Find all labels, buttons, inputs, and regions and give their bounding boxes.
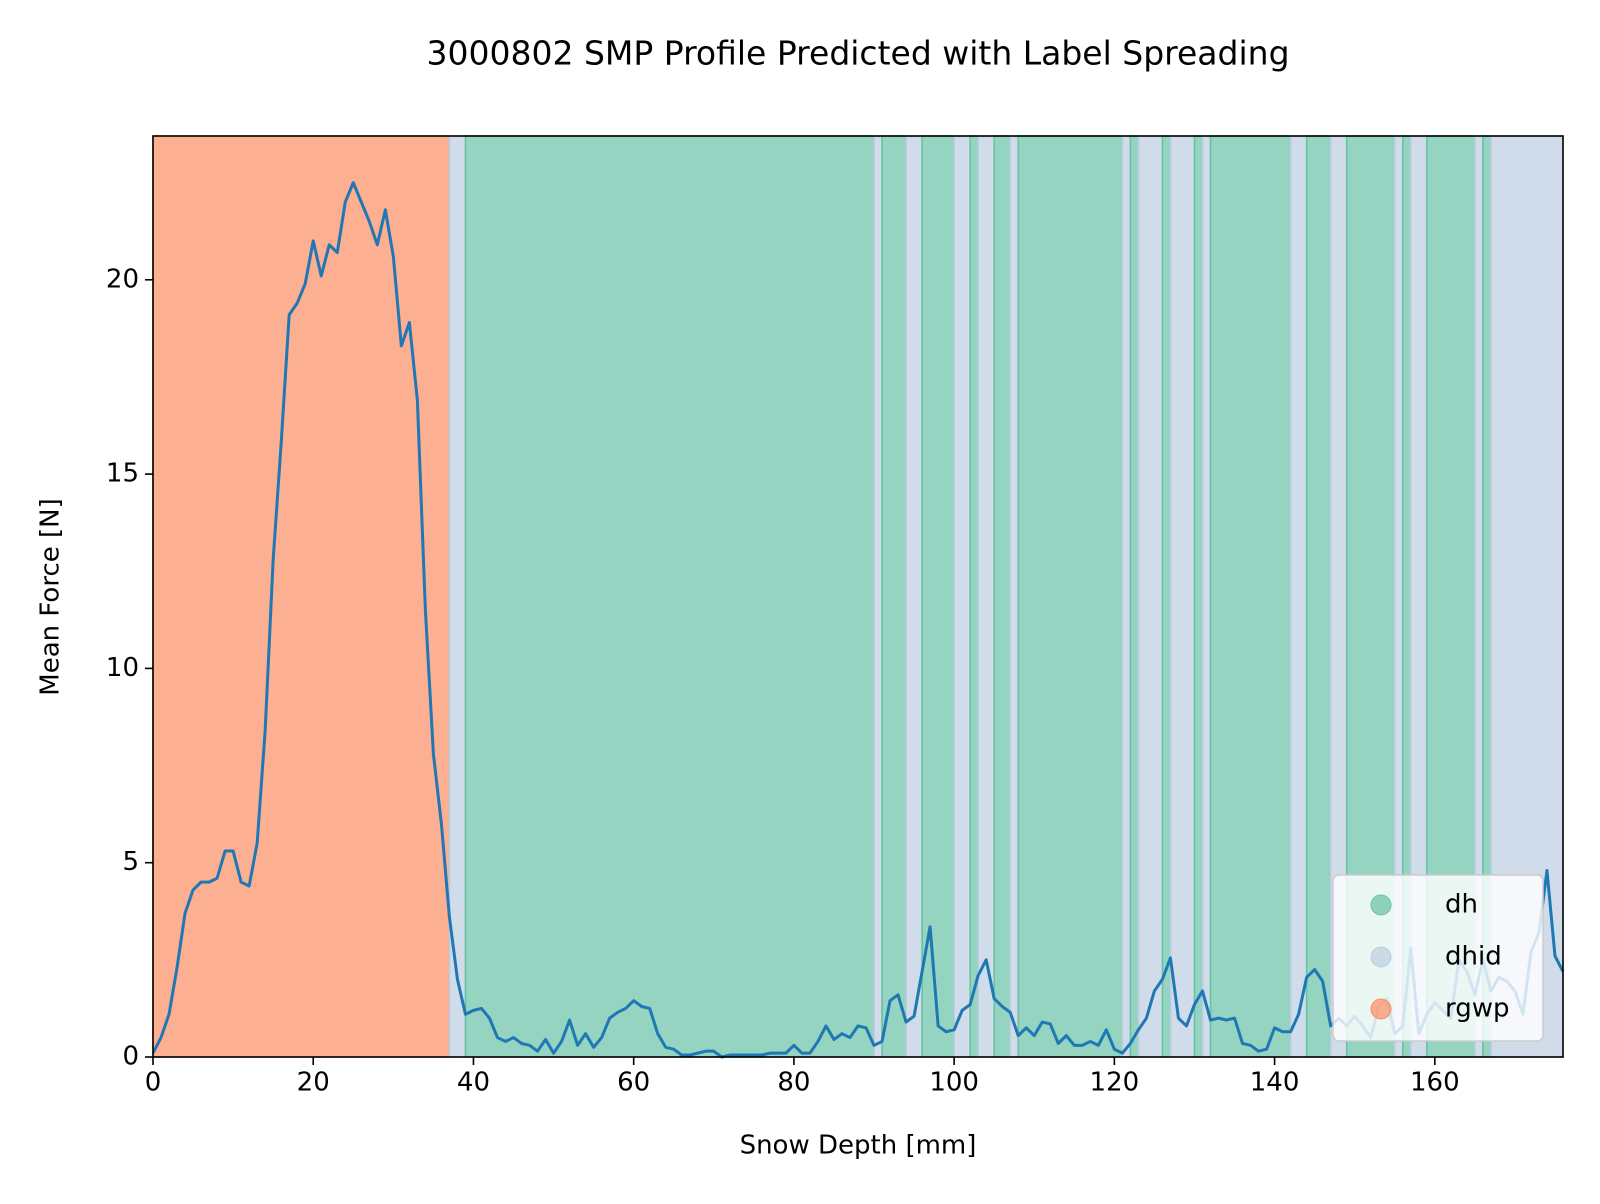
class-band (969, 135, 979, 1058)
y-tick-label: 15 (106, 459, 139, 489)
x-tick-label: 40 (457, 1068, 490, 1098)
class-band (993, 135, 1011, 1058)
class-band (953, 135, 971, 1058)
legend-box (1332, 874, 1544, 1042)
x-axis-label: Snow Depth [mm] (740, 1131, 977, 1161)
class-band (1209, 135, 1292, 1058)
x-tick-label: 160 (1410, 1068, 1460, 1098)
class-band (1305, 135, 1332, 1058)
class-band (905, 135, 923, 1058)
class-band (1201, 135, 1212, 1058)
y-axis-label: Mean Force [N] (36, 498, 66, 695)
y-tick-label: 20 (106, 264, 139, 294)
legend-label: dhid (1445, 942, 1502, 972)
legend-marker (1370, 946, 1392, 968)
class-band (448, 135, 467, 1058)
class-band (1289, 135, 1308, 1058)
x-tick-label: 100 (929, 1068, 979, 1098)
class-band (152, 135, 451, 1058)
legend-label: dh (1445, 890, 1478, 920)
x-tick-label: 140 (1250, 1068, 1300, 1098)
class-band (921, 135, 955, 1058)
class-band (464, 135, 875, 1058)
chart-title: 3000802 SMP Profile Predicted with Label… (426, 34, 1289, 73)
class-band (1161, 135, 1172, 1058)
class-band (977, 135, 995, 1058)
plot-frame (152, 135, 1564, 1058)
class-band (1129, 135, 1140, 1058)
class-band (1137, 135, 1164, 1058)
class-band (1009, 135, 1019, 1058)
class-band (1193, 135, 1204, 1058)
x-tick-label: 20 (297, 1068, 330, 1098)
class-band (1121, 135, 1132, 1058)
y-tick-label: 0 (122, 1042, 139, 1072)
class-band (1017, 135, 1124, 1058)
class-band (1169, 135, 1196, 1058)
x-tick-label: 120 (1090, 1068, 1140, 1098)
class-band (881, 135, 907, 1058)
data-line (151, 181, 1565, 1059)
legend-marker (1370, 894, 1392, 916)
class-band (873, 135, 883, 1058)
y-tick-label: 10 (106, 653, 139, 683)
x-tick-label: 0 (145, 1068, 162, 1098)
x-tick-label: 60 (617, 1068, 650, 1098)
legend-marker (1370, 998, 1392, 1020)
legend-label: rgwp (1445, 994, 1510, 1024)
y-tick-label: 5 (122, 847, 139, 877)
x-tick-label: 80 (777, 1068, 810, 1098)
